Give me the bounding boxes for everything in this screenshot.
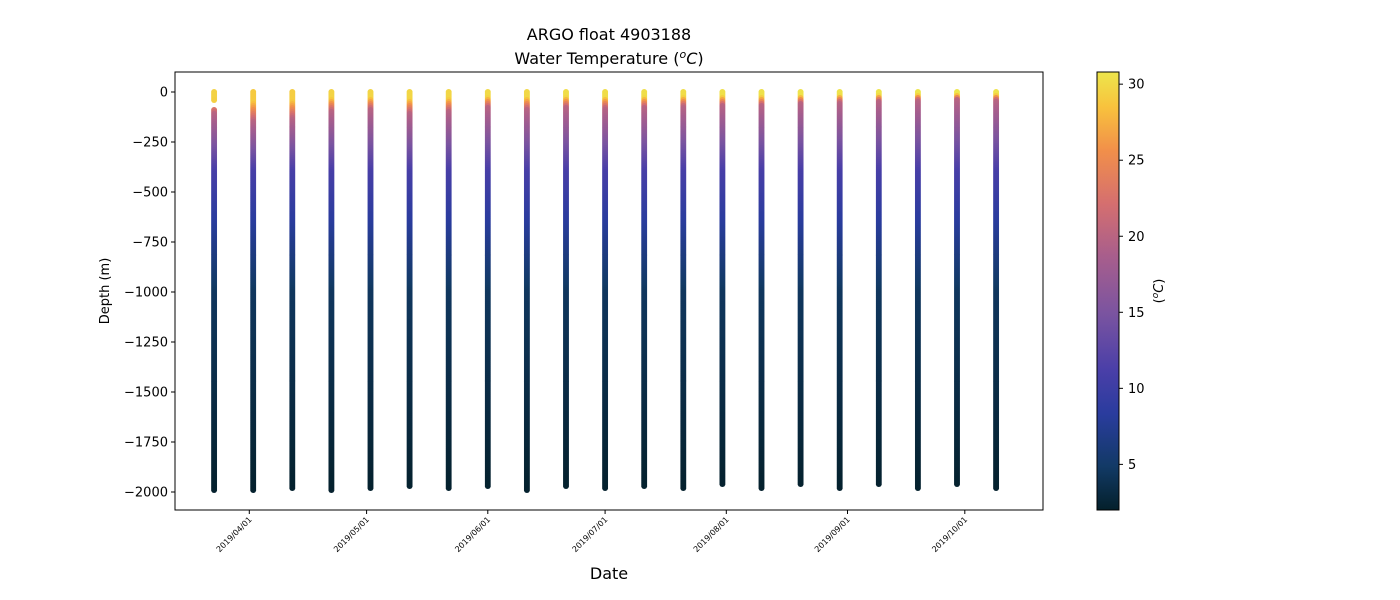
- profile-point: [445, 485, 452, 491]
- profile-point: [250, 487, 257, 493]
- y-tick-label: −250: [132, 136, 168, 151]
- y-tick-label: −2000: [124, 486, 168, 501]
- chart-title: ARGO float 4903188 Water Temperature (oC…: [514, 25, 703, 68]
- x-tick-label: 2019/04/01: [215, 515, 254, 554]
- y-tick-label: −1000: [124, 286, 168, 301]
- profile-point: [367, 485, 374, 491]
- profile-point: [211, 97, 218, 103]
- profile-point: [602, 485, 609, 491]
- colorbar-tick-label: 10: [1128, 382, 1145, 397]
- colorbar: 5 10 15 20 25 30 (oC): [1096, 71, 1167, 511]
- profile-2019-09-29: [954, 89, 960, 487]
- subtitle-prefix: Water Temperature (: [514, 49, 679, 68]
- x-tick-label: 2019/06/01: [453, 515, 492, 554]
- profile-2019-09-19: [914, 89, 921, 491]
- colorbar-tick-label: 25: [1128, 154, 1145, 169]
- x-tick-label: 2019/07/01: [571, 515, 610, 554]
- profile-point: [797, 481, 804, 487]
- y-tick-label: −750: [132, 236, 168, 251]
- profile-point: [875, 481, 882, 487]
- title-text: ARGO float 4903188: [527, 25, 691, 44]
- x-tick-label: 2019/09/01: [813, 515, 852, 554]
- y-axis-ticks: 0 −250 −500 −750 −1000 −1250 −1500 −1750 −2000: [124, 86, 175, 501]
- subtitle-unit-sup: o: [679, 48, 686, 61]
- profile-point: [641, 483, 648, 489]
- x-tick-label: 2019/05/01: [332, 515, 371, 554]
- profile-2019-06-01: [484, 89, 491, 489]
- subtitle-text: Water Temperature (oC): [514, 48, 703, 68]
- y-tick-label: −1250: [124, 336, 168, 351]
- profile-point: [680, 485, 687, 491]
- profile-2019-06-11: [523, 89, 530, 493]
- profile-2019-08-10: [758, 89, 765, 491]
- profile-2019-09-09: [875, 89, 882, 487]
- y-tick-label: −1750: [124, 436, 168, 451]
- profile-point: [406, 483, 413, 489]
- x-axis-ticks: 2019/04/01 2019/05/01 2019/06/01 2019/07/01…: [215, 510, 969, 554]
- y-tick-label: 0: [160, 86, 168, 101]
- subtitle-suffix: ): [697, 49, 703, 68]
- profile-point: [954, 481, 960, 487]
- colorbar-gradient: [1096, 71, 1120, 511]
- y-axis-label: Depth (m): [98, 258, 113, 325]
- profile-2019-07-01: [602, 89, 609, 491]
- profile-2019-03-23: [211, 89, 218, 493]
- profile-2019-08-30: [836, 89, 843, 491]
- x-tick-label: 2019/10/01: [930, 515, 969, 554]
- y-tick-label: −1500: [124, 386, 168, 401]
- profile-2019-07-21: [680, 89, 687, 491]
- profiles-layer: [211, 89, 1000, 493]
- profile-point: [563, 483, 569, 489]
- profile-2019-04-22: [328, 89, 335, 493]
- profile-point: [836, 485, 843, 491]
- profile-point: [289, 485, 296, 491]
- profile-2019-06-21: [563, 89, 569, 489]
- profile-point: [993, 485, 1000, 491]
- profile-2019-05-02: [367, 89, 374, 491]
- profile-2019-07-11: [641, 89, 648, 489]
- profile-2019-05-12: [406, 89, 413, 489]
- colorbar-tick-label: 20: [1128, 230, 1145, 245]
- profile-point: [719, 481, 726, 487]
- profile-point: [523, 487, 530, 493]
- colorbar-tick-label: 30: [1128, 78, 1145, 93]
- profile-2019-10-09: [993, 89, 1000, 491]
- plot-area: 0 −250 −500 −750 −1000 −1250 −1500 −1750 −2000 2…: [124, 71, 1044, 554]
- profile-2019-07-31: [719, 89, 726, 487]
- axes-frame: [174, 71, 1044, 511]
- colorbar-label: (oC): [1151, 279, 1167, 304]
- y-tick-label: −500: [132, 186, 168, 201]
- profile-point: [758, 485, 765, 491]
- profile-point: [484, 483, 491, 489]
- subtitle-unit-main: C: [686, 49, 698, 68]
- profile-2019-04-02: [250, 89, 257, 493]
- profile-point: [914, 485, 921, 491]
- colorbar-tick-label: 15: [1128, 306, 1145, 321]
- profile-point: [328, 487, 335, 493]
- colorbar-ticks: 5 10 15 20 25 30: [1119, 78, 1145, 473]
- x-axis-label: Date: [590, 564, 628, 583]
- profile-2019-04-12: [289, 89, 296, 491]
- colorbar-tick-label: 5: [1128, 458, 1136, 473]
- profile-2019-08-20: [797, 89, 804, 487]
- profile-2019-05-22: [445, 89, 452, 491]
- profile-point: [211, 487, 218, 493]
- x-tick-label: 2019/08/01: [692, 515, 731, 554]
